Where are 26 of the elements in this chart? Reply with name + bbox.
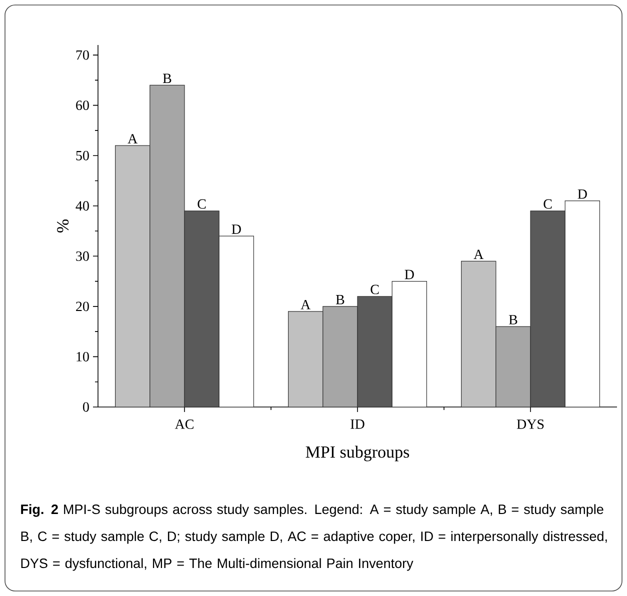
y-tick-label: 10 xyxy=(76,352,89,362)
y-tick-label: 70 xyxy=(76,50,89,60)
x-tick-label: AC xyxy=(174,420,194,429)
y-axis-title: % xyxy=(57,219,69,232)
text: C xyxy=(370,284,379,294)
x-tick-label: DYS xyxy=(516,420,544,429)
y-tick-label: 30 xyxy=(76,251,89,261)
series-label: C xyxy=(198,199,206,209)
y-tick-label: 0 xyxy=(83,402,89,412)
text: B xyxy=(508,315,518,324)
y-tick-label: 20 xyxy=(76,302,89,312)
text: B xyxy=(336,295,344,304)
x-axis-title: MPI subgroups xyxy=(306,446,410,462)
series-label: D xyxy=(232,224,241,234)
series-label: A xyxy=(474,250,484,259)
text: C xyxy=(544,199,552,209)
text: D xyxy=(404,270,414,280)
text: A xyxy=(128,134,138,144)
text: A xyxy=(300,300,311,310)
y-tick-label: 40 xyxy=(76,201,89,211)
y-tick-label: 50 xyxy=(76,150,89,160)
x-tick-label: ID xyxy=(350,420,364,429)
y-tick-label: 60 xyxy=(76,100,89,110)
series-label: B xyxy=(162,74,172,84)
text: Fig. 2 MPI-S subgroups across study samples. Legend: A = study sample A, B = study sample B, C = study sample C, D; study sample D, AC = adaptive coper, ID = interpersonally distressed, DYS = dysfunctional, MP = The Multi-dimensional Pain Inventory xyxy=(21,504,607,571)
text: D xyxy=(578,189,587,199)
